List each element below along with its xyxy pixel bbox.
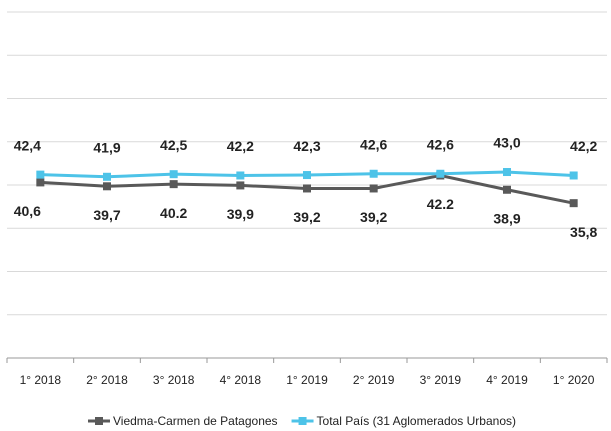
data-label: 42,5 [160, 137, 187, 153]
point-marker [103, 172, 111, 181]
data-label: 42,6 [427, 136, 454, 152]
x-tick-label: 2° 2018 [86, 373, 128, 387]
point-marker [436, 169, 445, 178]
x-tick-label: 3° 2019 [420, 373, 462, 387]
data-label: 39,2 [360, 209, 387, 225]
data-label: 42,2 [570, 138, 597, 154]
legend-swatch [95, 417, 103, 425]
point-marker [36, 170, 45, 179]
data-label: 42,4 [14, 137, 41, 153]
point-marker [503, 185, 511, 194]
x-tick-label: 2° 2019 [353, 373, 395, 387]
data-label: 35,8 [570, 224, 597, 240]
x-tick-label: 3° 2018 [153, 373, 195, 387]
point-marker [303, 171, 311, 180]
point-marker [169, 180, 178, 189]
point-marker [36, 178, 45, 187]
data-label: 39,2 [293, 209, 320, 225]
x-tick-label: 4° 2018 [220, 373, 262, 387]
point-marker [569, 171, 578, 180]
data-label: 40.2 [160, 205, 187, 221]
point-marker [169, 170, 178, 179]
point-marker [369, 169, 378, 178]
data-label: 42,6 [360, 136, 387, 152]
legend-label: Total País (31 Aglomerados Urbanos) [317, 414, 516, 428]
x-tick-label: 1° 2019 [286, 373, 328, 387]
point-marker [503, 168, 511, 177]
point-marker [236, 171, 245, 180]
x-tick-label: 1° 2018 [20, 373, 62, 387]
data-label: 40,6 [14, 203, 41, 219]
data-label: 39,9 [227, 206, 254, 222]
legend-label: Viedma-Carmen de Patagones [113, 414, 278, 428]
x-tick-label: 4° 2019 [486, 373, 528, 387]
data-label: 41,9 [93, 139, 120, 155]
point-marker [369, 184, 378, 193]
data-label: 39,7 [93, 207, 120, 223]
x-tick-label: 1° 2020 [553, 373, 595, 387]
data-label: 42,3 [293, 138, 320, 154]
legend-swatch [298, 417, 307, 425]
point-marker [569, 199, 578, 208]
data-label: 42,2 [227, 138, 254, 154]
data-label: 43,0 [493, 135, 520, 151]
point-marker [236, 181, 245, 190]
point-marker [303, 184, 311, 193]
data-label: 38,9 [493, 210, 520, 226]
data-label: 42.2 [427, 196, 454, 212]
point-marker [103, 182, 111, 191]
